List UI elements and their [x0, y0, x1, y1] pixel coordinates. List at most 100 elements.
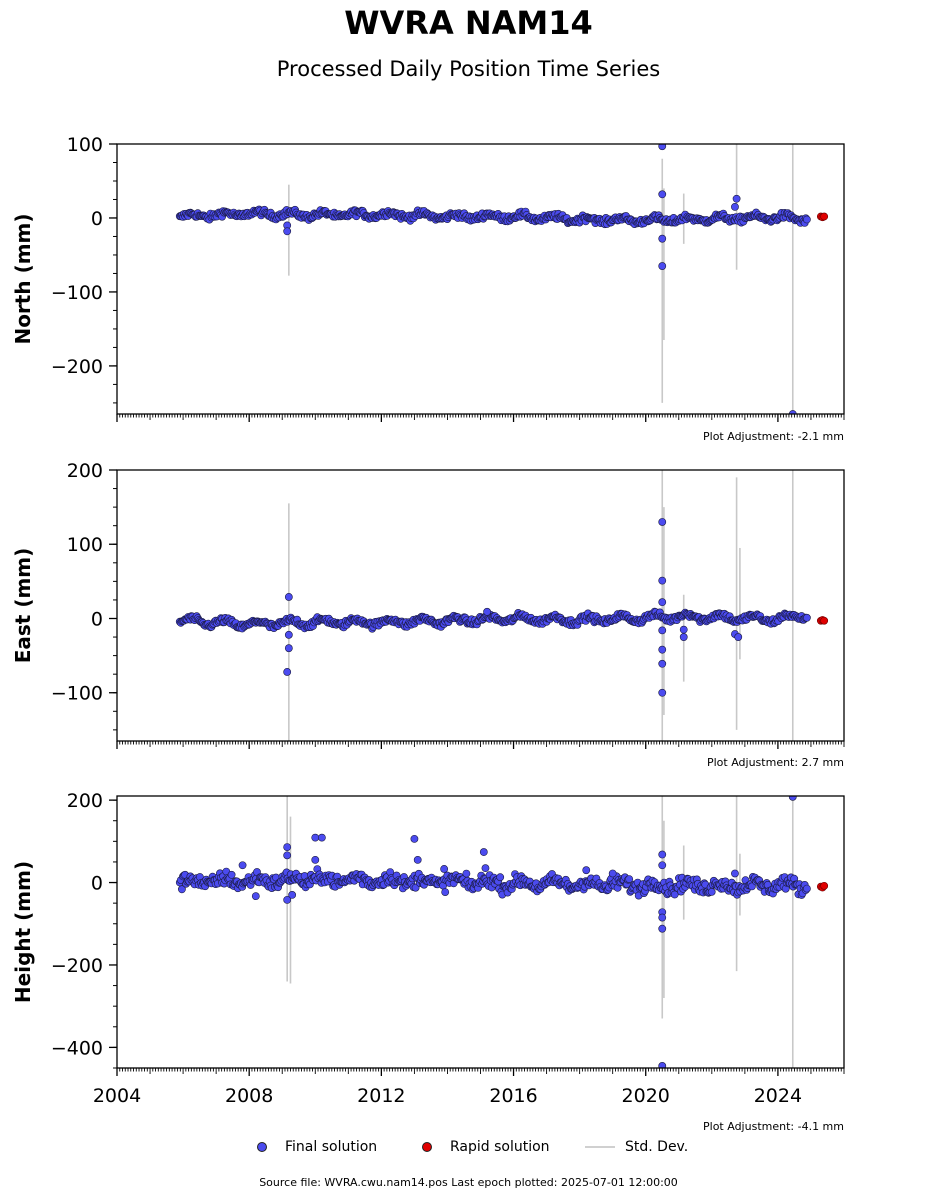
final-point-outlier	[658, 190, 667, 199]
chart-title: WVRA NAM14	[344, 4, 593, 42]
final-point-outlier	[481, 864, 490, 873]
final-point-outlier	[440, 865, 449, 873]
final-point-outlier	[658, 913, 667, 922]
y-tick-label: 0	[91, 873, 103, 895]
y-axis-title: Height (mm)	[11, 861, 35, 1003]
final-solution-marker	[257, 1142, 267, 1152]
final-point-outlier	[731, 869, 739, 878]
rapid-point	[820, 616, 829, 625]
legend-std-label: Std. Dev.	[625, 1139, 689, 1155]
final-point	[803, 613, 811, 622]
final-point-outlier	[479, 848, 488, 856]
final-point-outlier	[658, 1062, 667, 1068]
panel-2: 200 100 0 −100 East (mm) Plot Adjustment: 2.7…	[11, 460, 845, 769]
chart-subtitle: Processed Daily Position Time Series	[276, 57, 661, 81]
final-point-outlier	[658, 262, 667, 270]
plot-area	[175, 796, 829, 1068]
legend-final-label: Final solution	[285, 1139, 378, 1155]
axes-frame	[116, 795, 845, 1069]
final-point-outlier	[734, 633, 743, 641]
plot-adjustment-note: Plot Adjustment: -2.1 mm	[703, 430, 844, 443]
final-point	[462, 869, 471, 878]
y-tick-label: −200	[51, 955, 103, 977]
axes-frame	[116, 143, 845, 415]
y-tick-label: 0	[91, 608, 103, 630]
final-point-outlier	[283, 851, 292, 860]
final-point-outlier	[658, 598, 667, 607]
final-point-outlier	[317, 833, 326, 842]
y-tick-label: −100	[51, 683, 103, 705]
x-tick-label: 2004	[93, 1085, 141, 1107]
final-point-outlier	[251, 892, 260, 901]
final-point-outlier	[658, 576, 667, 585]
y-tick-label: −400	[51, 1037, 103, 1059]
y-tick-label: 200	[67, 790, 103, 812]
final-point	[177, 885, 186, 894]
final-point-outlier	[283, 227, 292, 236]
final-solution-series	[175, 518, 811, 697]
y-tick-label: −100	[51, 282, 103, 304]
y-tick-label: 0	[91, 208, 103, 230]
final-point-outlier	[788, 796, 797, 801]
final-point	[496, 873, 505, 882]
final-point-outlier	[238, 861, 247, 870]
y-tick-label: 100	[67, 134, 103, 156]
final-point-outlier	[658, 645, 667, 654]
final-point-outlier	[679, 625, 688, 634]
x-tick-label: 2024	[754, 1085, 802, 1107]
final-point-outlier	[731, 202, 739, 211]
final-point-outlier	[410, 834, 419, 843]
final-solution-series	[175, 796, 811, 1068]
legend-rapid-label: Rapid solution	[450, 1139, 550, 1155]
final-point-outlier	[283, 843, 292, 852]
final-point-outlier	[679, 633, 688, 641]
y-tick-label: −200	[51, 356, 103, 378]
final-point-outlier	[658, 144, 667, 151]
final-point-outlier	[284, 644, 293, 653]
final-point-outlier	[658, 688, 667, 697]
final-point-outlier	[582, 866, 591, 875]
final-point-outlier	[658, 861, 667, 870]
final-point-outlier	[413, 855, 422, 864]
plot-adjustment-note: Plot Adjustment: -4.1 mm	[703, 1120, 844, 1133]
y-axis-title: North (mm)	[11, 213, 35, 344]
final-point	[748, 882, 756, 891]
panel-3: 200 0 −200 −400 2004 2008 2012 2016 2020 2024 Heig…	[11, 790, 845, 1133]
final-point-outlier	[658, 626, 667, 635]
final-point-outlier	[284, 593, 293, 601]
final-solution-series	[175, 144, 811, 414]
x-tick-label: 2020	[622, 1085, 670, 1107]
y-tick-label: 200	[67, 460, 103, 482]
final-point	[227, 870, 236, 879]
std-dev-marker	[585, 1146, 615, 1148]
axes-frame	[116, 469, 845, 742]
final-point-outlier	[658, 659, 667, 668]
final-point-outlier	[283, 668, 292, 676]
source-footnote: Source file: WVRA.cwu.nam14.pos Last epo…	[259, 1176, 678, 1189]
final-point	[707, 888, 716, 896]
plot-area	[175, 144, 829, 414]
final-point-outlier	[483, 607, 492, 616]
y-axis-title: East (mm)	[11, 548, 35, 664]
legend-rapid: Rapid solution	[422, 1137, 550, 1157]
final-point-outlier	[608, 869, 617, 878]
final-point-outlier	[658, 518, 667, 526]
rapid-solution-marker	[422, 1142, 432, 1152]
final-point-outlier	[658, 234, 667, 243]
panel-1: 100 0 −100 −200 North (mm) Plot Adjustment: -…	[11, 134, 845, 443]
legend-std: Std. Dev.	[585, 1137, 688, 1157]
final-point-outlier	[732, 194, 741, 203]
final-point	[670, 890, 679, 899]
final-point	[803, 884, 811, 893]
plot-adjustment-note: Plot Adjustment: 2.7 mm	[707, 756, 844, 769]
x-tick-label: 2008	[225, 1085, 273, 1107]
x-tick-label: 2016	[489, 1085, 537, 1107]
rapid-point	[820, 881, 829, 890]
legend: Final solution Rapid solution Std. Dev.	[0, 1137, 937, 1157]
rapid-point	[820, 212, 829, 221]
final-point-outlier	[658, 924, 667, 933]
final-point-outlier	[288, 891, 297, 899]
x-tick-label: 2012	[357, 1085, 405, 1107]
final-point	[441, 888, 450, 896]
